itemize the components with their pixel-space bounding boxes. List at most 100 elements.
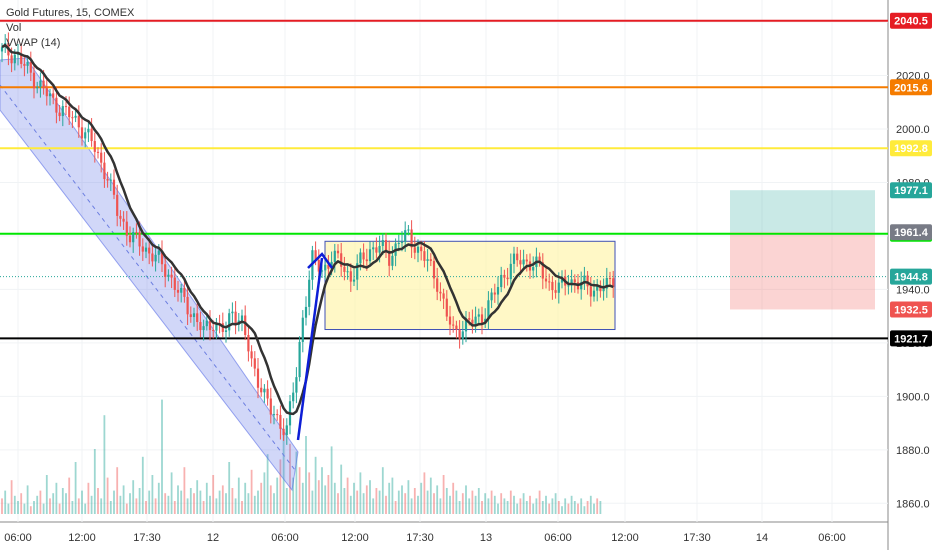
volume-bar <box>173 501 176 514</box>
candle-body <box>244 315 247 335</box>
indicator-vol[interactable]: Vol <box>6 22 22 34</box>
volume-bar <box>529 495 531 514</box>
candle-body <box>612 278 615 288</box>
candle-body <box>205 320 208 327</box>
candle-body <box>20 53 23 64</box>
volume-bar <box>468 498 471 514</box>
volume-bar <box>132 480 135 514</box>
volume-bar <box>519 498 522 514</box>
candle-body <box>109 179 112 181</box>
candle-body <box>186 296 189 315</box>
volume-bar <box>266 454 269 514</box>
volume-bar <box>295 451 298 514</box>
x-tick-label: 12:00 <box>68 532 96 544</box>
candle-body <box>500 274 503 288</box>
volume-bar <box>298 467 301 514</box>
candle-body <box>231 311 234 314</box>
candle-body <box>509 263 512 280</box>
volume-bar <box>541 501 544 514</box>
price-tag-bg <box>890 182 932 199</box>
candle-body <box>228 313 231 331</box>
volume-bar <box>452 482 455 514</box>
candle-body <box>602 288 605 292</box>
volume-bar <box>193 493 195 514</box>
volume-bar <box>90 495 93 514</box>
candle-body <box>426 259 429 261</box>
volume-bar <box>289 443 291 514</box>
volume-bar <box>221 485 224 514</box>
volume-bar <box>391 477 394 514</box>
volume-bar <box>180 490 183 514</box>
candle-body <box>234 311 237 325</box>
volume-bar <box>589 495 592 514</box>
volume-bar <box>269 485 272 514</box>
volume-bar <box>359 472 362 514</box>
volume-bar <box>324 485 327 514</box>
x-tick-label: 12 <box>207 532 219 544</box>
volume-bar <box>167 495 170 514</box>
candle-body <box>471 319 474 324</box>
candle-body <box>148 247 151 254</box>
volume-bar <box>500 493 503 514</box>
candle-body <box>388 250 391 266</box>
volume-bar <box>161 399 163 514</box>
impulse-arrow <box>296 257 324 441</box>
indicator-vwap[interactable]: VWAP (14) <box>6 37 61 49</box>
volume-bar <box>330 446 333 514</box>
x-tick-label: 14 <box>756 532 768 544</box>
candle-body <box>269 398 272 415</box>
y-tick-label: 1860.0 <box>896 498 930 510</box>
x-tick-label: 06:00 <box>271 532 299 544</box>
volume-bar <box>404 493 407 514</box>
volume-bar <box>122 485 125 514</box>
candle-body <box>445 298 448 317</box>
position-target-zone <box>730 190 875 233</box>
candle-body <box>71 117 74 119</box>
price-tag-label: 1944.8 <box>894 272 928 284</box>
volume-bar <box>1 498 3 514</box>
volume-bar <box>29 506 32 514</box>
candle-body <box>381 240 384 246</box>
volume-bar <box>321 467 323 514</box>
volume-bar <box>577 503 579 514</box>
volume-bar <box>257 490 259 514</box>
volume-bar <box>561 506 563 514</box>
y-tick-label: 1900.0 <box>896 391 930 403</box>
x-tick-label: 06:00 <box>544 532 572 544</box>
candle-body <box>570 279 573 286</box>
candle-body <box>429 259 432 262</box>
volume-bar <box>196 480 199 514</box>
volume-bar <box>442 475 445 514</box>
candle-body <box>314 250 317 261</box>
candle-body <box>23 63 26 66</box>
volume-bar <box>317 480 320 514</box>
volume-bar <box>471 490 474 514</box>
candle-body <box>36 86 39 89</box>
x-tick-label: 06:00 <box>4 532 32 544</box>
volume-bar <box>413 488 416 514</box>
volume-bar <box>228 462 231 514</box>
candle-body <box>512 253 516 264</box>
consolidation-range-box <box>324 240 616 331</box>
candle-body <box>167 274 170 277</box>
volume-bar <box>263 472 266 514</box>
candle-body <box>212 329 215 331</box>
volume-bar <box>157 482 160 514</box>
volume-bar <box>116 467 119 514</box>
candle-body <box>103 162 106 180</box>
candle-body <box>506 277 509 280</box>
volume-bar <box>301 482 304 514</box>
candle-body <box>516 253 519 261</box>
volume-bar <box>58 503 61 514</box>
volume-bar <box>599 501 602 514</box>
volume-bar <box>353 482 355 514</box>
candle-body <box>144 247 148 252</box>
volume-bar <box>423 472 426 514</box>
volume-bar <box>71 501 74 514</box>
volume-bar <box>436 485 439 514</box>
volume-bar <box>378 490 381 514</box>
candle-body <box>493 292 496 295</box>
candle-body <box>368 249 372 262</box>
candle-body <box>439 291 442 294</box>
